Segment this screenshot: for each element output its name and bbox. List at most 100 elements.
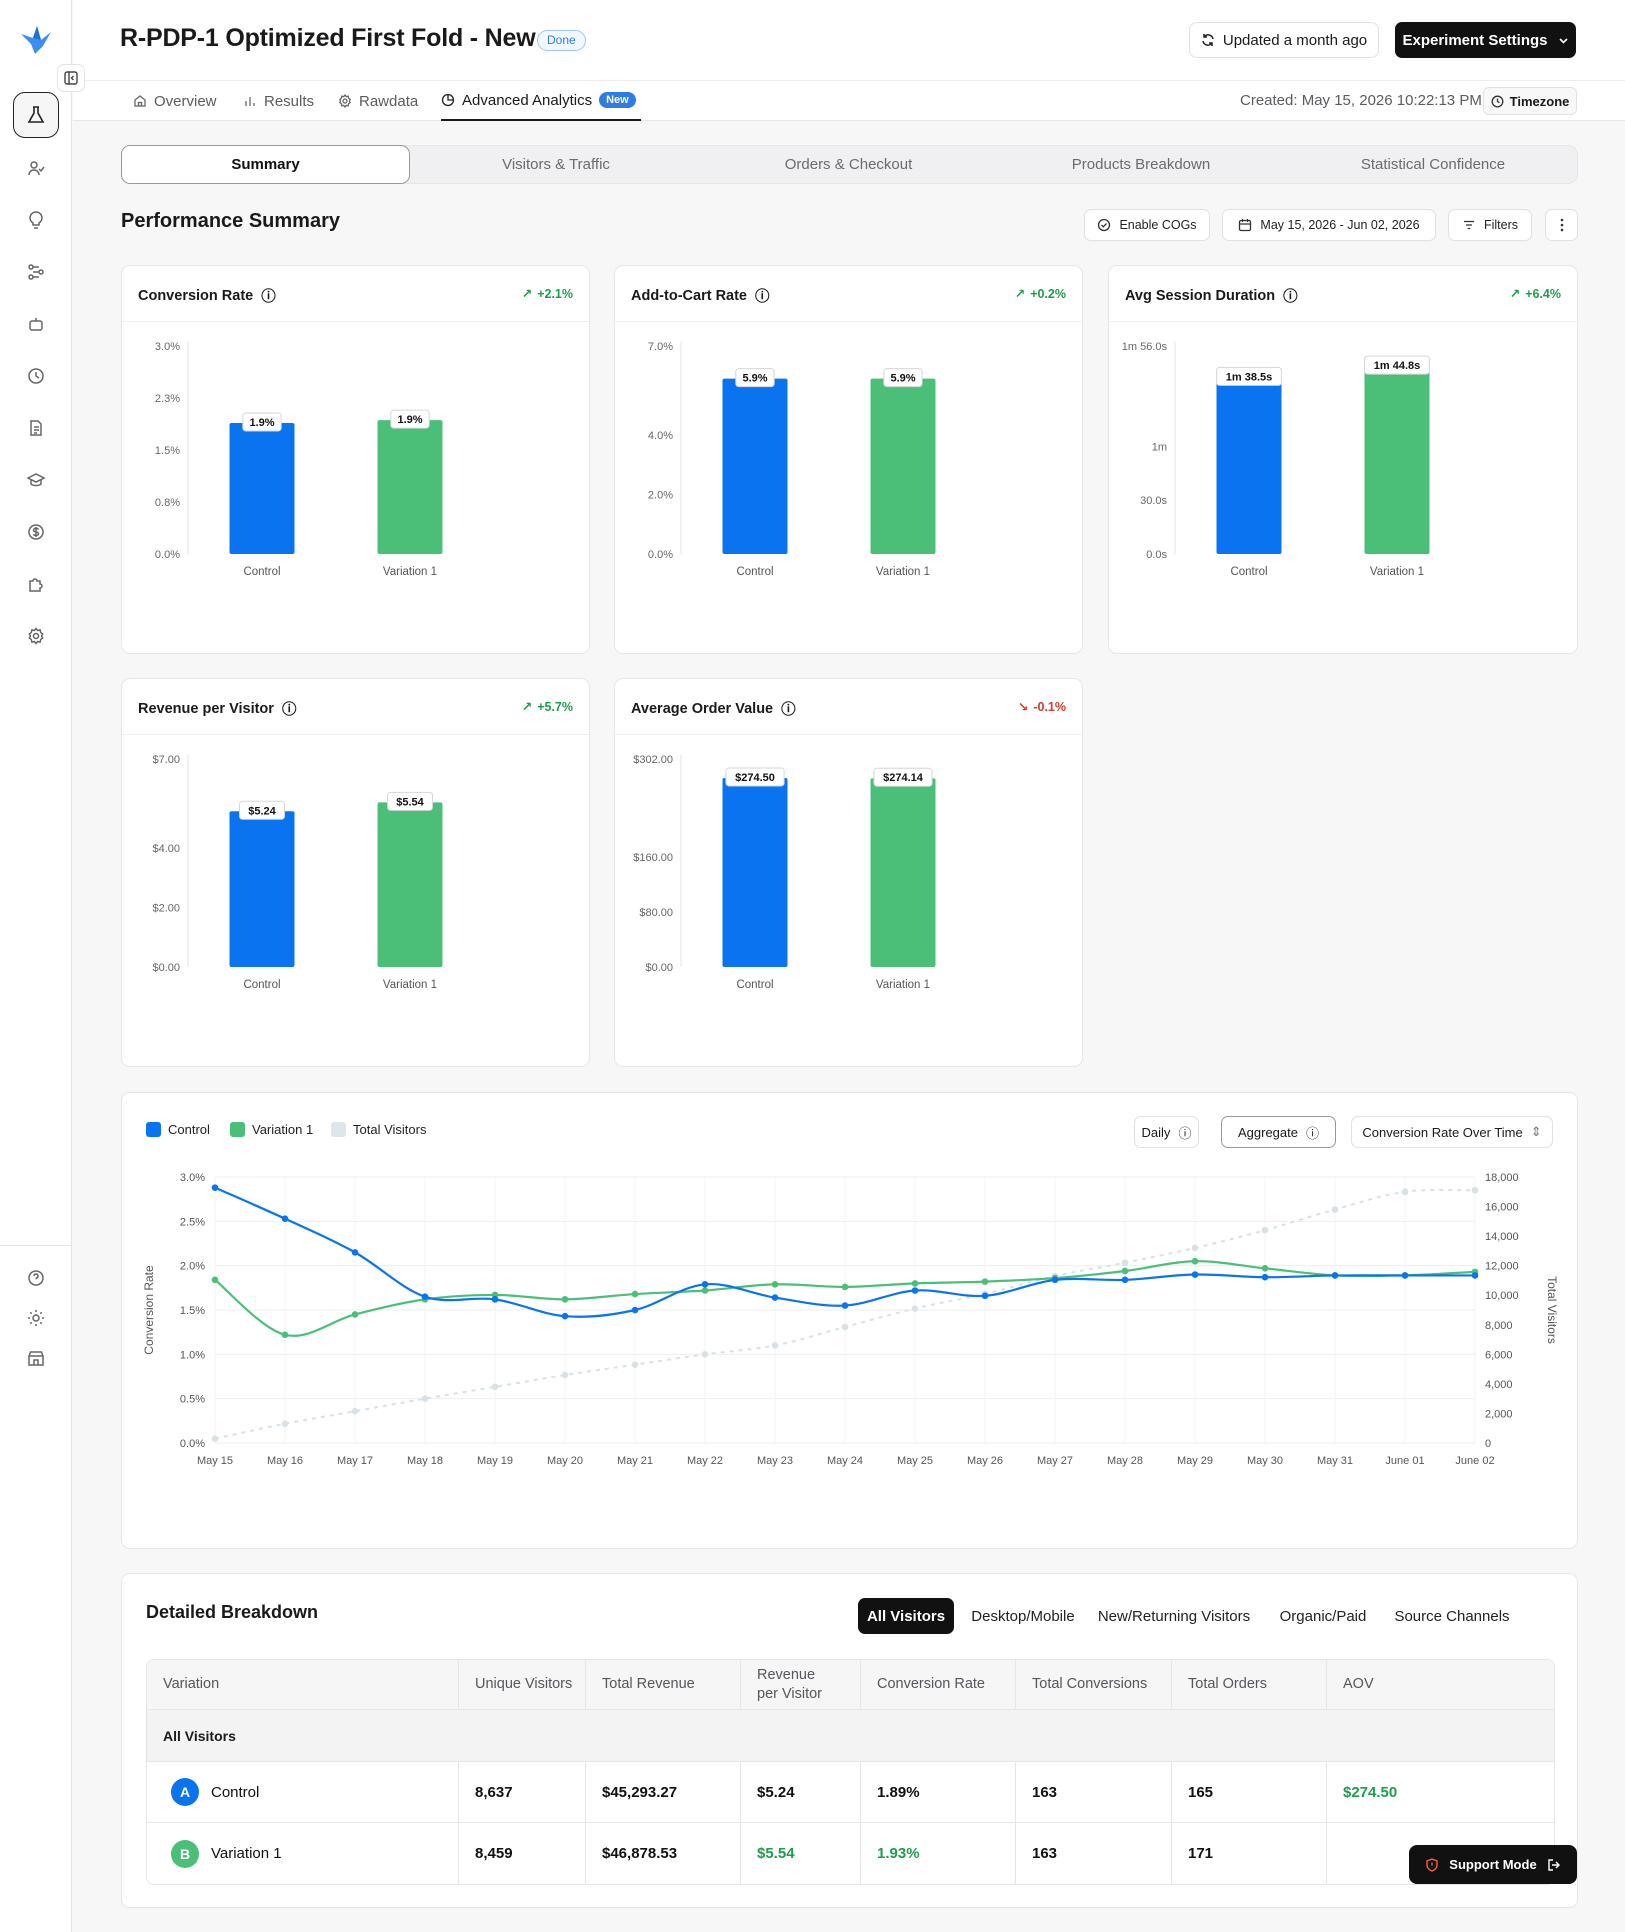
audience-user-icon[interactable] xyxy=(20,152,52,184)
subtab-summary[interactable]: Summary xyxy=(121,145,410,184)
legend-variation-1[interactable]: Variation 1 xyxy=(230,1122,313,1137)
data-label-box xyxy=(883,368,923,388)
delta-badge: ↘ -0.1% xyxy=(1018,699,1066,715)
table-header-row: Variation Unique Visitors Total Revenue … xyxy=(147,1660,1554,1710)
data-label: $274.50 xyxy=(735,772,775,784)
theme-sun-icon[interactable] xyxy=(20,1302,52,1334)
subtab-visitors-traffic[interactable]: Visitors & Traffic xyxy=(502,156,610,173)
ideas-bulb-icon[interactable] xyxy=(20,204,52,236)
tab-label: Rawdata xyxy=(359,92,419,110)
x-tick-label: May 28 xyxy=(1107,1455,1143,1467)
card-title: Add-to-Cart Rate xyxy=(631,287,747,304)
col-header[interactable]: AOV xyxy=(1343,1676,1374,1692)
refresh-icon xyxy=(1202,34,1214,46)
help-question-icon[interactable] xyxy=(20,1262,52,1294)
status-badge: Done xyxy=(537,30,586,51)
col-header[interactable]: Conversion Rate xyxy=(861,1660,1016,1709)
enable-cogs-button[interactable]: Enable COGs xyxy=(1084,209,1210,241)
subtab-products-breakdown[interactable]: Products Breakdown xyxy=(1071,156,1211,173)
x-tick-label: Variation 1 xyxy=(876,979,930,991)
filters-button[interactable]: Filters xyxy=(1448,209,1532,241)
check-circle-icon xyxy=(1098,218,1111,232)
table-row[interactable]: B Variation 1 8,459 $46,878.53 $5.54 1.93… xyxy=(147,1823,1554,1884)
help-icon[interactable]: ⓘ xyxy=(1283,289,1298,305)
y2-tick-label: 12,000 xyxy=(1485,1261,1519,1273)
data-point-total-visitors xyxy=(771,1342,779,1349)
filter-organic-paid[interactable]: Organic/Paid xyxy=(1279,1607,1367,1625)
data-point-total-visitors xyxy=(351,1407,359,1415)
more-options-button[interactable] xyxy=(1545,209,1578,241)
total-revenue-cell: $46,878.53 xyxy=(586,1823,741,1884)
col-header[interactable]: Total Orders xyxy=(1172,1660,1327,1709)
bar xyxy=(870,378,936,554)
table-row[interactable]: A Control 8,637 $45,293.27 $5.24 1.89% 16… xyxy=(147,1762,1554,1823)
y-tick-label: $2.00 xyxy=(152,903,180,915)
revenue-per-visitor-chart: $0.00 $2.00 $4.00 $7.00 $5.24 Control $5.54 Var… xyxy=(152,754,443,991)
data-point-total-visitors xyxy=(1401,1188,1409,1196)
billing-dollar-icon[interactable] xyxy=(20,516,52,548)
delta-badge: ↗ +2.1% xyxy=(522,286,573,302)
col-header[interactable]: Unique Visitors xyxy=(459,1660,586,1709)
academy-cap-icon[interactable] xyxy=(20,464,52,496)
integrations-puzzle-icon[interactable] xyxy=(20,568,52,600)
aggregate-label: Aggregate xyxy=(1237,1124,1298,1140)
data-point-control xyxy=(561,1312,569,1320)
flows-icon[interactable] xyxy=(20,256,52,288)
daily-button[interactable]: Daily ⓘ xyxy=(1134,1116,1199,1148)
total-orders-cell: 171 xyxy=(1172,1823,1327,1884)
shield-icon xyxy=(1426,1857,1438,1872)
y2-tick-label: 0 xyxy=(1485,1438,1491,1450)
support-mode-button[interactable]: Support Mode xyxy=(1409,1845,1577,1884)
data-point-variation-1 xyxy=(1121,1267,1129,1275)
help-icon[interactable]: ⓘ xyxy=(261,289,276,305)
data-point-total-visitors xyxy=(841,1323,849,1331)
settings-gear-icon[interactable] xyxy=(20,620,52,652)
store-icon[interactable] xyxy=(20,1342,52,1374)
filter-desktop-mobile[interactable]: Desktop/Mobile xyxy=(971,1607,1075,1625)
average-order-value-card: Average Order Value ⓘ ↘ -0.1% $0.00 $80.00 $… xyxy=(614,678,1083,1067)
help-icon[interactable]: ⓘ xyxy=(781,702,796,718)
brand-logo-icon[interactable] xyxy=(17,20,55,58)
tab-overview[interactable]: Overview xyxy=(133,81,217,121)
tab-advanced-analytics[interactable]: Advanced Analytics New xyxy=(441,81,641,121)
experiments-flask-icon[interactable] xyxy=(13,92,59,138)
help-icon[interactable]: ⓘ xyxy=(755,289,770,305)
aggregate-button[interactable]: Aggregate ⓘ xyxy=(1221,1116,1336,1148)
card-header: Average Order Value ⓘ ↘ -0.1% xyxy=(615,679,1082,735)
timezone-button[interactable]: Timezone xyxy=(1483,87,1577,115)
data-label: 1m 44.8s xyxy=(1374,360,1420,372)
help-icon[interactable]: ⓘ xyxy=(281,702,297,718)
tab-rawdata[interactable]: Rawdata xyxy=(338,81,418,121)
history-clock-icon[interactable] xyxy=(20,360,52,392)
breakdown-table: Variation Unique Visitors Total Revenue … xyxy=(146,1659,1555,1885)
legend-total-visitors[interactable]: Total Visitors xyxy=(331,1122,426,1137)
col-header[interactable]: Variation xyxy=(147,1660,459,1709)
more-vertical-icon xyxy=(1560,218,1563,232)
subtab-orders-checkout[interactable]: Orders & Checkout xyxy=(784,156,913,173)
add-to-cart-chart: 0.0% 2.0% 4.0% 7.0% 5.9% Control 5.9% Variation… xyxy=(648,341,936,578)
tab-results[interactable]: Results xyxy=(243,81,314,121)
filter-all-visitors[interactable]: All Visitors xyxy=(858,1598,954,1634)
performance-summary-title: Performance Summary xyxy=(121,210,340,232)
delta-badge: ↗ +6.4% xyxy=(1510,286,1561,302)
col-header[interactable]: Total Conversions xyxy=(1016,1660,1172,1709)
experiment-settings-button[interactable]: Experiment Settings xyxy=(1395,22,1576,58)
filters-label: Filters xyxy=(1483,218,1519,232)
y-tick-label: 2.5% xyxy=(180,1216,205,1228)
x-tick-label: May 31 xyxy=(1317,1455,1353,1467)
document-icon[interactable] xyxy=(20,412,52,444)
y-tick-label: 1m xyxy=(1152,441,1167,453)
legend-control[interactable]: Control xyxy=(146,1122,210,1137)
subtab-statistical-confidence[interactable]: Statistical Confidence xyxy=(1360,156,1506,173)
collapse-sidebar-icon[interactable] xyxy=(57,64,85,92)
col-header[interactable]: Total Revenue xyxy=(586,1660,741,1709)
col-header[interactable]: Revenue per Visitor xyxy=(741,1660,861,1709)
total-conversions-cell: 163 xyxy=(1016,1823,1172,1884)
date-range-button[interactable]: May 15, 2026 - Jun 02, 2026 xyxy=(1222,209,1436,241)
updated-button[interactable]: Updated a month ago xyxy=(1189,22,1379,58)
filter-new-returning[interactable]: New/Returning Visitors xyxy=(1097,1607,1251,1625)
metric-select[interactable]: Conversion Rate Over Time ⇕ xyxy=(1351,1116,1553,1148)
bot-icon[interactable] xyxy=(20,308,52,340)
bar xyxy=(1364,366,1430,554)
filter-source-channels[interactable]: Source Channels xyxy=(1394,1607,1510,1625)
